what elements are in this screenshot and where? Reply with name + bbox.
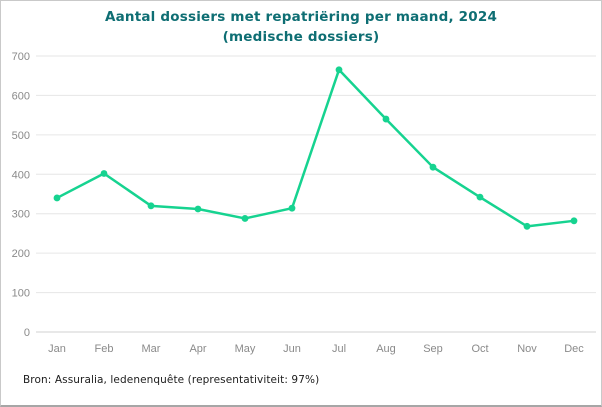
chart-source-note: Bron: Assuralia, ledenenquête (represent… (23, 374, 320, 386)
data-point (241, 215, 249, 222)
data-point (53, 194, 61, 202)
line-chart: 0 100 200 300 400 500 600 700 Jan Feb Mar Apr May Jun… (12, 51, 596, 355)
y-axis-tick-label: 500 (12, 130, 30, 142)
x-axis-tick-label: Jun (283, 343, 301, 355)
y-axis-tick-label: 300 (12, 209, 30, 221)
y-axis-tick-label: 400 (12, 169, 30, 181)
data-point (335, 66, 343, 74)
y-axis-tick-label: 600 (12, 90, 30, 102)
data-line (55, 68, 576, 228)
x-axis-tick-label: Apr (189, 343, 206, 355)
x-axis-tick-label: Dec (564, 343, 584, 355)
data-point (194, 205, 202, 213)
x-axis-tick-label: Jul (332, 343, 346, 355)
data-point (523, 222, 531, 230)
x-axis-tick-label: Sep (423, 343, 443, 355)
x-axis-tick-label: Mar (142, 343, 161, 355)
x-axis-tick-label: Oct (471, 343, 488, 355)
y-axis-tick-label: 200 (12, 248, 30, 260)
data-point (100, 170, 108, 177)
data-point (570, 217, 578, 225)
chart-title-line2: (medische dossiers) (222, 29, 380, 45)
data-point (288, 204, 296, 212)
x-axis-tick-label: Jan (48, 343, 66, 355)
chart-title: Aantal dossiers met repatriëring per maa… (1, 7, 601, 47)
y-axis-tick-label: 700 (12, 51, 30, 63)
data-point (382, 115, 390, 123)
x-axis-tick-label: Aug (376, 343, 396, 355)
y-axis-tick-label: 100 (12, 288, 30, 300)
y-axis-tick-label: 0 (24, 327, 30, 339)
x-axis-tick-label: Nov (517, 343, 537, 355)
chart-title-line1: Aantal dossiers met repatriëring per maa… (104, 9, 498, 25)
x-axis-tick-label: Feb (95, 343, 114, 355)
data-point (147, 202, 155, 210)
x-axis-tick-label: May (235, 343, 256, 355)
data-point (476, 193, 484, 201)
data-point (429, 163, 437, 171)
